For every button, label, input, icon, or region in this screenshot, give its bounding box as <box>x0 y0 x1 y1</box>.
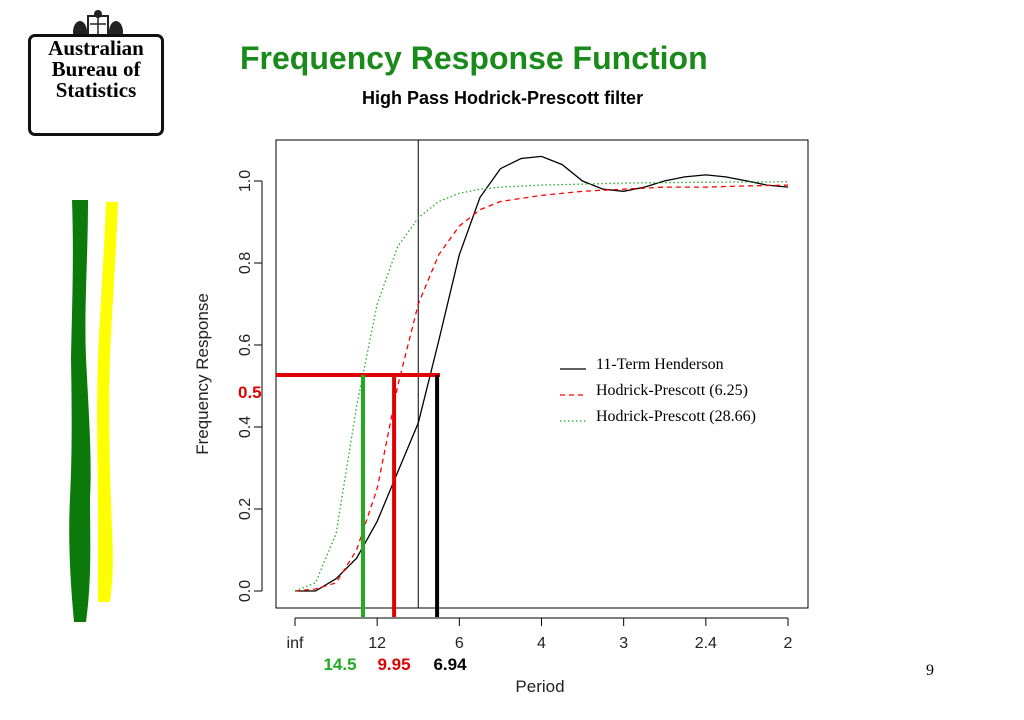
y-tick-label: 1.0 <box>237 170 254 192</box>
x-tick-label: 6 <box>455 635 464 652</box>
y-axis-title: Frequency Response <box>193 293 212 455</box>
x-tick-label: 4 <box>537 635 546 652</box>
y-tick-label: 0.6 <box>237 334 254 356</box>
cutoff-marker-label: 6.94 <box>433 655 467 674</box>
cutoff-marker-label: 9.95 <box>377 655 410 674</box>
logo-line: Bureau of <box>51 57 141 81</box>
page-number: 9 <box>926 662 934 679</box>
x-tick-label: 2 <box>784 635 793 652</box>
series-line <box>295 155 789 592</box>
y-tick-label: 0.8 <box>237 252 254 274</box>
green-brush-stroke <box>69 200 91 622</box>
series-line <box>294 184 789 592</box>
yellow-brush-stroke <box>97 202 118 602</box>
legend-entry: Hodrick-Prescott (28.66) <box>596 408 756 425</box>
decorative-brush-strokes <box>69 200 118 622</box>
cutoff-marker-label: 14.5 <box>323 655 356 674</box>
x-tick-label: 2.4 <box>695 635 717 652</box>
abs-logo: Australian Bureau of Statistics <box>28 8 170 140</box>
x-tick-label: inf <box>287 635 304 652</box>
x-axis-title: Period <box>515 677 564 696</box>
y-tick-label: 0.4 <box>237 416 254 438</box>
logo-frame <box>28 34 164 136</box>
legend-entry: Hodrick-Prescott (6.25) <box>596 382 748 399</box>
y-tick-label: 0.0 <box>237 580 254 602</box>
logo-text: Australian Bureau of Statistics <box>28 38 164 101</box>
legend-entry: 11-Term Henderson <box>596 356 724 373</box>
half-power-label: 0.5 <box>238 383 262 402</box>
logo-line: Australian <box>48 36 144 60</box>
x-tick-label: 12 <box>368 635 386 652</box>
x-tick-label: 3 <box>619 635 628 652</box>
chart-title: High Pass Hodrick-Prescott filter <box>362 88 644 108</box>
logo-line: Statistics <box>55 78 137 102</box>
slide-title: Frequency Response Function <box>240 40 708 76</box>
y-tick-label: 0.2 <box>237 498 254 520</box>
